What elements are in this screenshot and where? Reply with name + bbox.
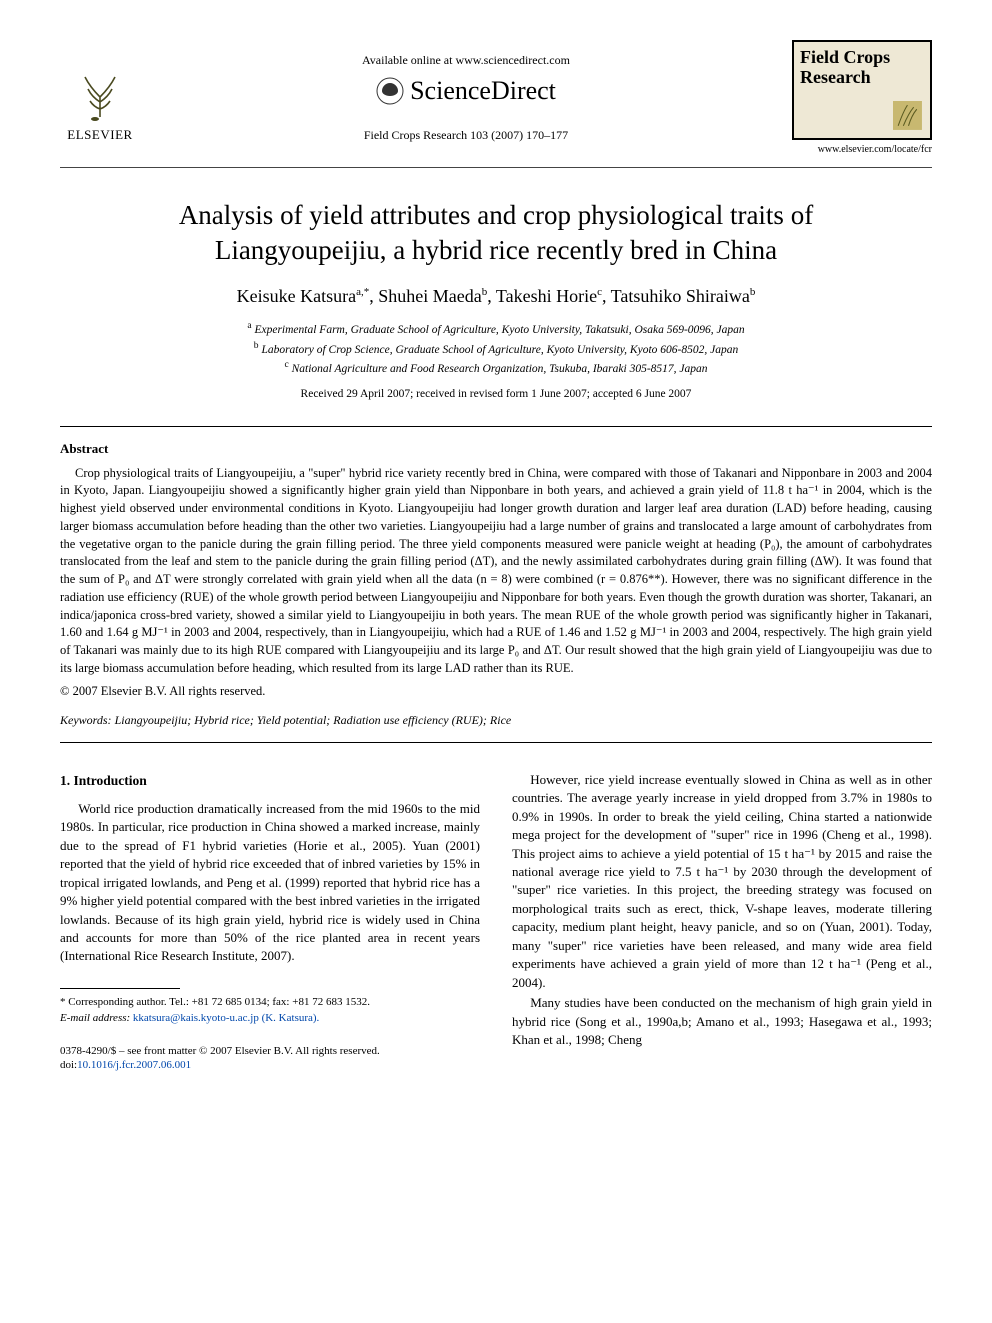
keywords-label: Keywords: [60,713,112,727]
journal-url: www.elsevier.com/locate/fcr [792,144,932,155]
page-footer: 0378-4290/$ – see front matter © 2007 El… [60,1044,480,1073]
issn-line: 0378-4290/$ – see front matter © 2007 El… [60,1044,380,1058]
abstract-copyright: © 2007 Elsevier B.V. All rights reserved… [60,684,932,699]
author-3: Takeshi Horiec [496,286,602,306]
journal-cover-art-icon [800,101,924,132]
affiliations: a Experimental Farm, Graduate School of … [60,319,932,378]
sciencedirect-text: ScienceDirect [410,76,556,106]
keywords-line: Keywords: Liangyoupeijiu; Hybrid rice; Y… [60,713,932,728]
publisher-name: ELSEVIER [67,127,132,143]
author-1: Keisuke Katsuraa,* [237,286,370,306]
email-link[interactable]: kkatsura@kais.kyoto-u.ac.jp (K. Katsura)… [133,1012,319,1024]
intro-paragraph-3: Many studies have been conducted on the … [512,994,932,1049]
journal-reference: Field Crops Research 103 (2007) 170–177 [140,128,792,143]
authors-line: Keisuke Katsuraa,*, Shuhei Maedab, Takes… [60,286,932,307]
footnote-rule [60,988,180,989]
publisher-logo: ELSEVIER [60,53,140,143]
intro-paragraph-1: World rice production dramatically incre… [60,800,480,966]
abstract-heading: Abstract [60,441,932,457]
sciencedirect-icon [376,77,404,105]
email-label: E-mail address: [60,1012,130,1024]
article-title: Analysis of yield attributes and crop ph… [100,198,892,268]
affiliation-a: a Experimental Farm, Graduate School of … [60,319,932,339]
footer-left: 0378-4290/$ – see front matter © 2007 El… [60,1044,380,1073]
doi-line: doi:10.1016/j.fcr.2007.06.001 [60,1058,380,1072]
body-columns: 1. Introduction World rice production dr… [60,771,932,1073]
divider-bottom [60,742,932,743]
email-line: E-mail address: kkatsura@kais.kyoto-u.ac… [60,1011,480,1026]
article-dates: Received 29 April 2007; received in revi… [60,388,932,400]
elsevier-tree-icon [70,67,130,127]
article-header: ELSEVIER Available online at www.science… [60,40,932,168]
section-heading-intro: 1. Introduction [60,771,480,790]
column-left: 1. Introduction World rice production dr… [60,771,480,1073]
divider-top [60,426,932,427]
available-online-text: Available online at www.sciencedirect.co… [140,53,792,68]
affiliation-c: c National Agriculture and Food Research… [60,358,932,378]
keywords-values: Liangyoupeijiu; Hybrid rice; Yield poten… [115,713,512,727]
abstract-body: Crop physiological traits of Liangyoupei… [60,465,932,678]
author-4: Tatsuhiko Shiraiwab [611,286,756,306]
doi-link[interactable]: 10.1016/j.fcr.2007.06.001 [77,1059,191,1071]
intro-paragraph-2: However, rice yield increase eventually … [512,771,932,992]
journal-logo-block: Field Crops Research www.elsevier.com/lo… [792,40,932,155]
author-2: Shuhei Maedab [378,286,487,306]
column-right: However, rice yield increase eventually … [512,771,932,1073]
sciencedirect-logo: ScienceDirect [376,76,556,106]
header-center: Available online at www.sciencedirect.co… [140,53,792,143]
journal-cover-title: Field Crops Research [800,48,924,88]
affiliation-b: b Laboratory of Crop Science, Graduate S… [60,339,932,359]
corresponding-author-note: * Corresponding author. Tel.: +81 72 685… [60,995,480,1010]
journal-cover-logo: Field Crops Research [792,40,932,140]
footnotes: * Corresponding author. Tel.: +81 72 685… [60,995,480,1026]
